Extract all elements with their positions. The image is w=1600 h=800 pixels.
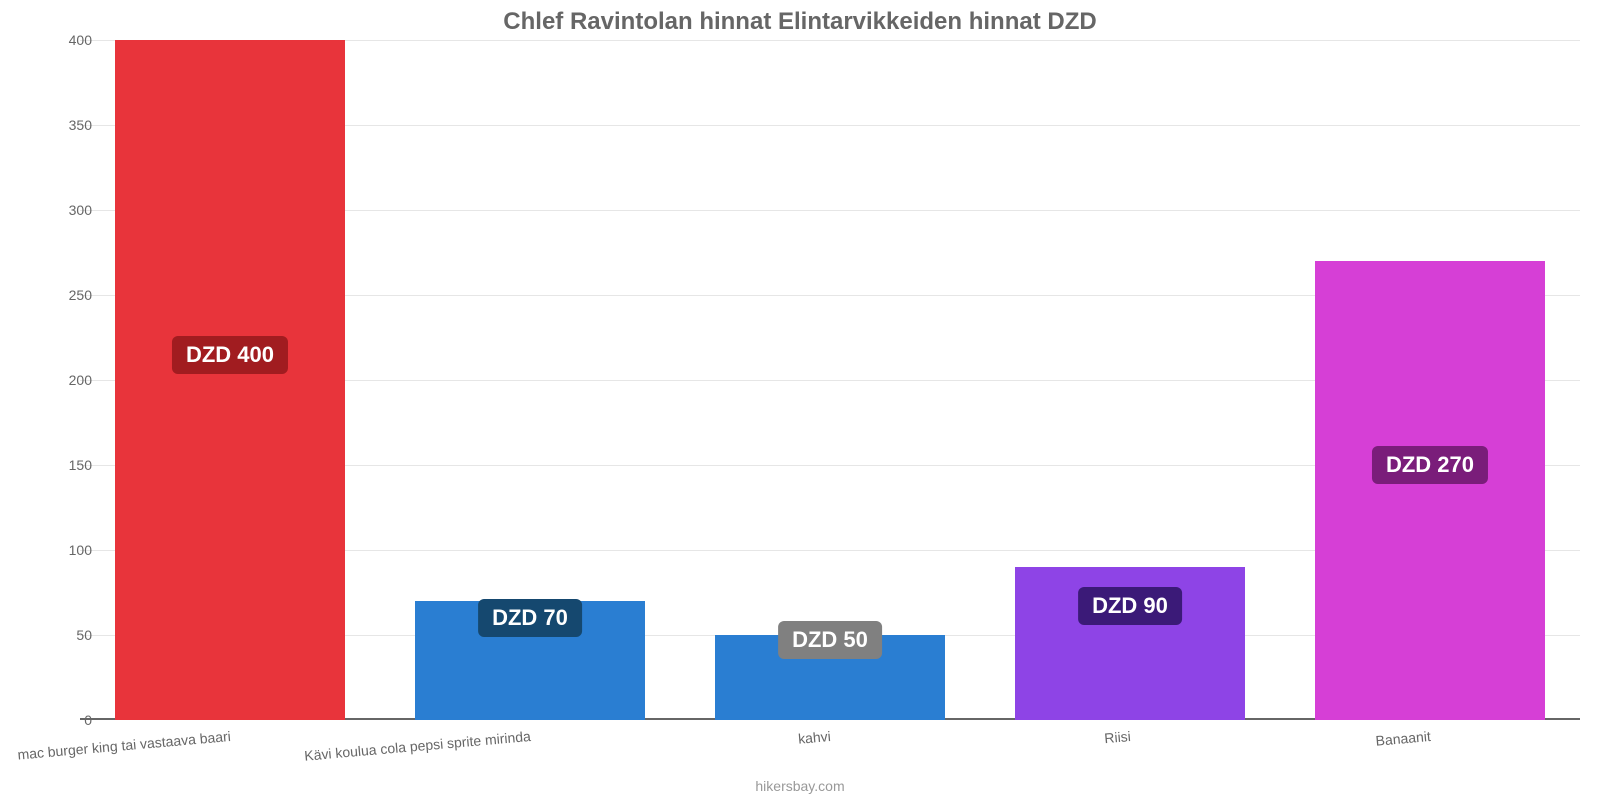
bar-value-label: DZD 400 (172, 336, 288, 374)
y-tick-label: 350 (32, 117, 92, 133)
bar-value-label: DZD 70 (478, 599, 582, 637)
bar[interactable] (1315, 261, 1545, 720)
y-tick-label: 250 (32, 287, 92, 303)
y-tick-label: 300 (32, 202, 92, 218)
bar-value-label: DZD 270 (1372, 446, 1488, 484)
price-bar-chart: Chlef Ravintolan hinnat Elintarvikkeiden… (0, 0, 1600, 800)
y-tick-label: 0 (32, 712, 92, 728)
y-tick-label: 400 (32, 32, 92, 48)
bar-value-label: DZD 90 (1078, 587, 1182, 625)
chart-title: Chlef Ravintolan hinnat Elintarvikkeiden… (0, 8, 1600, 36)
plot-area: DZD 400 DZD 70 DZD 50 DZD 90 DZD 270 (80, 40, 1580, 720)
x-tick-label: mac burger king tai vastaava baari (0, 728, 231, 770)
x-tick-label: kahvi (531, 728, 831, 770)
y-tick-label: 50 (32, 627, 92, 643)
chart-credits: hikersbay.com (0, 778, 1600, 794)
y-tick-label: 200 (32, 372, 92, 388)
bar-value-label: DZD 50 (778, 621, 882, 659)
x-tick-label: Riisi (831, 728, 1131, 770)
bar[interactable] (115, 40, 345, 720)
x-tick-label: Kävi koulua cola pepsi sprite mirinda (231, 728, 531, 770)
y-tick-label: 150 (32, 457, 92, 473)
y-tick-label: 100 (32, 542, 92, 558)
x-tick-label: Banaanit (1131, 728, 1431, 770)
